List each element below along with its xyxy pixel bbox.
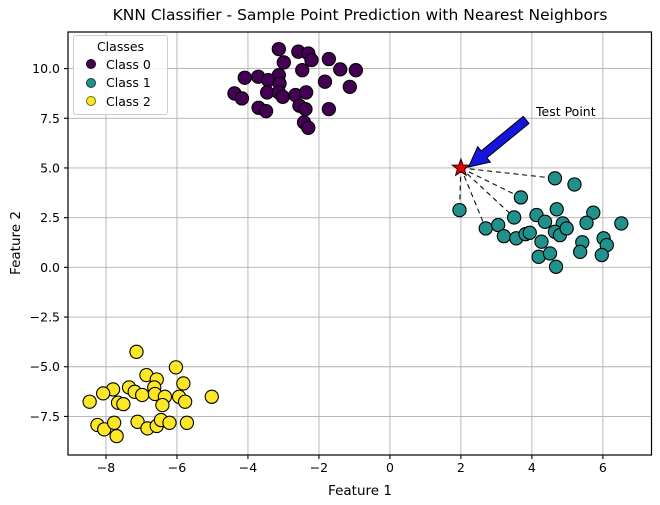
y-tick-label: −5.0 [30, 359, 60, 374]
data-point-class-0 [275, 89, 290, 104]
data-point-class-0 [234, 91, 250, 106]
legend-marker-icon [86, 96, 96, 107]
y-tick-label: 0.0 [40, 260, 60, 275]
data-point-class-0 [271, 41, 286, 57]
data-point-class-2 [155, 397, 170, 413]
data-point-class-2 [129, 344, 144, 359]
legend-entry-label: Class 2 [106, 93, 151, 109]
x-tick-label: −8 [97, 460, 115, 475]
data-point-class-1 [594, 247, 609, 263]
legend-marker-icon [86, 77, 96, 88]
data-point-class-2 [116, 396, 131, 412]
chart-title: KNN Classifier - Sample Point Prediction… [112, 6, 608, 24]
data-point-class-1 [506, 210, 522, 225]
legend-entry: Class 0 [80, 55, 161, 74]
data-point-class-0 [321, 101, 337, 117]
data-point-class-1 [567, 177, 582, 192]
data-point-class-1 [496, 228, 512, 244]
data-point-class-0 [237, 70, 252, 85]
data-point-class-1 [579, 215, 594, 230]
legend-title: Classes [96, 39, 145, 54]
data-point-class-2 [168, 360, 184, 375]
data-point-class-0 [299, 85, 314, 100]
y-tick-label: −7.5 [30, 409, 60, 424]
data-point-class-0 [342, 79, 357, 95]
data-point-class-0 [321, 51, 337, 67]
nearest-neighbor-line [460, 167, 515, 218]
data-point-class-2 [162, 415, 177, 430]
data-point-class-2 [179, 415, 195, 430]
data-point-class-0 [304, 52, 319, 68]
y-axis-label: Feature 2 [8, 211, 24, 275]
axes-border [67, 31, 653, 456]
x-tick-label: 4 [528, 460, 536, 475]
x-tick-label: 6 [599, 460, 607, 475]
x-tick-label: −6 [168, 460, 186, 475]
data-point-class-1 [614, 216, 629, 231]
data-point-class-1 [513, 190, 529, 205]
x-tick-label: 2 [457, 460, 465, 475]
y-tick-label: 10.0 [32, 61, 60, 76]
y-tick-label: 7.5 [40, 111, 60, 126]
data-point-class-1 [478, 221, 493, 236]
x-tick-label: 0 [386, 460, 394, 475]
data-point-class-0 [317, 74, 333, 89]
data-point-class-0 [348, 63, 363, 78]
data-point-class-2 [97, 422, 112, 437]
data-point-class-1 [559, 221, 574, 236]
data-point-class-2 [204, 389, 219, 404]
data-point-class-0 [298, 101, 313, 117]
nearest-neighbor-line [460, 167, 522, 198]
data-point-class-2 [176, 376, 191, 391]
data-point-class-2 [135, 387, 150, 403]
data-point-class-0 [301, 120, 316, 135]
data-point-class-2 [130, 414, 145, 429]
x-tick-label: −4 [239, 460, 257, 475]
legend-entry-label: Class 0 [106, 56, 151, 72]
data-point-class-1 [522, 225, 537, 240]
data-point-class-1 [452, 202, 467, 218]
data-point-class-2 [95, 386, 111, 401]
data-point-class-1 [548, 259, 564, 274]
nearest-neighbor-line [458, 167, 462, 211]
data-point-class-1 [537, 214, 553, 229]
data-point-class-1 [542, 246, 558, 261]
data-point-class-0 [276, 55, 291, 70]
data-point-class-2 [109, 428, 124, 444]
data-point-class-1 [549, 202, 564, 217]
data-point-class-0 [258, 103, 274, 119]
x-axis-label: Feature 1 [328, 483, 392, 499]
data-point-class-2 [177, 394, 193, 409]
data-point-class-1 [586, 205, 601, 220]
x-tick-label: −2 [310, 460, 328, 475]
test-point-annotation-label: Test Point [536, 104, 596, 119]
legend-box: Classes Class 0 Class 1 Class 2 [73, 35, 168, 115]
legend-marker-icon [86, 59, 96, 70]
data-point-class-2 [82, 394, 97, 409]
data-point-class-1 [491, 217, 506, 233]
test-point-star-marker [450, 157, 471, 177]
nearest-neighbor-line [460, 167, 556, 179]
y-tick-label: 5.0 [40, 160, 60, 175]
data-point-class-2 [106, 415, 122, 430]
y-tick-label: 2.5 [40, 210, 60, 225]
data-point-class-0 [333, 62, 348, 77]
test-point-arrow [467, 115, 530, 168]
legend-entry: Class 2 [80, 92, 161, 111]
y-tick-label: −2.5 [30, 310, 60, 325]
nearest-neighbor-line [460, 167, 487, 229]
legend-entry: Class 1 [80, 74, 161, 93]
legend-entry-label: Class 1 [106, 75, 151, 91]
data-point-class-1 [534, 234, 549, 249]
data-point-class-0 [295, 63, 310, 78]
legend-entries: Class 0 Class 1 Class 2 [80, 55, 161, 111]
data-point-class-1 [573, 244, 588, 259]
data-point-class-1 [547, 171, 563, 186]
